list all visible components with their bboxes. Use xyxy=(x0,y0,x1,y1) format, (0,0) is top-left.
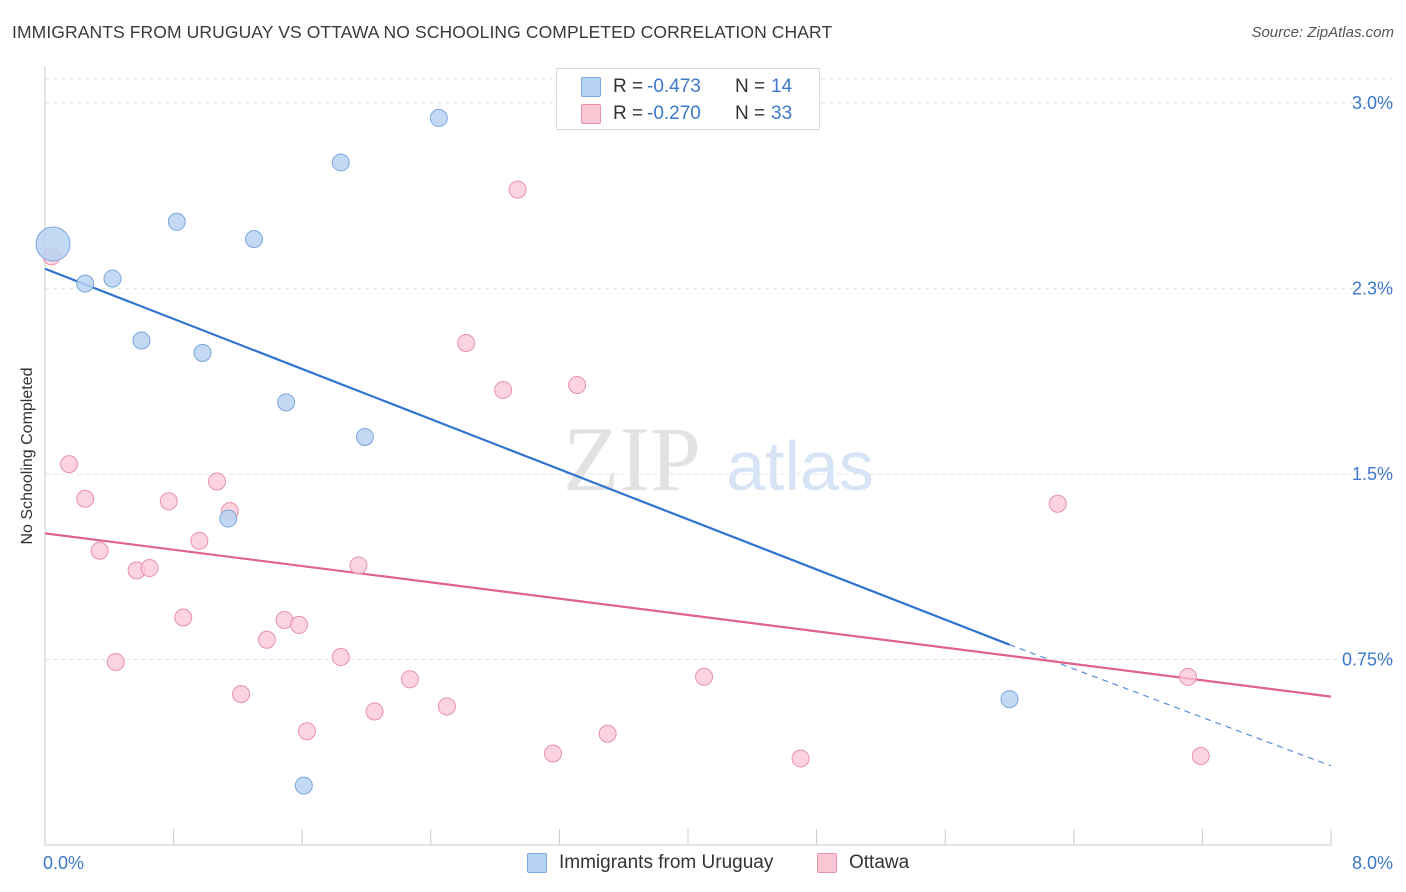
ottawa-point xyxy=(190,531,209,550)
y-axis-label: No Schooling Completed xyxy=(19,367,36,545)
uruguay-point xyxy=(331,153,350,172)
trend-lines xyxy=(44,267,1332,767)
legend-r-value: -0.270 xyxy=(647,103,701,124)
legend-n-label: N = xyxy=(735,76,766,97)
ottawa-point xyxy=(174,608,193,627)
legend-label-uruguay: Immigrants from Uruguay xyxy=(559,852,774,873)
ottawa-point xyxy=(568,376,587,395)
legend-n-value: 33 xyxy=(771,103,793,124)
legend-r-label: R = xyxy=(613,76,644,97)
axes xyxy=(44,66,1332,846)
uruguay-point xyxy=(429,108,448,127)
uruguay-point xyxy=(35,226,71,262)
x-tick-label: 8.0% xyxy=(1352,853,1393,873)
ottawa-point xyxy=(365,702,384,721)
ottawa-point xyxy=(437,697,456,716)
uruguay-point xyxy=(132,331,151,350)
legend-r-value: -0.473 xyxy=(647,76,701,97)
watermark-zip: ZIP xyxy=(563,408,701,510)
x-tick-label: 0.0% xyxy=(43,853,84,873)
chart-title: IMMIGRANTS FROM URUGUAY VS OTTAWA NO SCH… xyxy=(12,22,833,42)
uruguay-point xyxy=(76,274,95,293)
uruguay-point xyxy=(244,230,263,249)
ottawa-point xyxy=(289,615,308,634)
ottawa-point xyxy=(60,455,79,474)
trend-line-uruguay xyxy=(44,267,1010,646)
legend-swatch-ottawa xyxy=(581,104,601,124)
ottawa-point xyxy=(106,652,125,671)
ottawa-point xyxy=(1048,494,1067,513)
uruguay-point xyxy=(355,427,374,446)
ottawa-point xyxy=(457,333,476,352)
ottawa-point xyxy=(76,489,95,508)
legend-n-label: N = xyxy=(735,103,766,124)
uruguay-point xyxy=(1000,690,1019,709)
ottawa-point xyxy=(159,492,178,511)
trend-extension-uruguay xyxy=(1009,644,1332,767)
y-tick-label: 2.3% xyxy=(1352,279,1393,299)
legend-label-ottawa: Ottawa xyxy=(849,852,910,873)
y-tick-label: 1.5% xyxy=(1352,464,1393,484)
watermark: ZIP atlas xyxy=(563,408,874,510)
ottawa-point xyxy=(543,744,562,763)
tick-labels: 0.75% 1.5% 2.3% 3.0% 0.0% 8.0% xyxy=(43,93,1393,873)
legend-n-value: 14 xyxy=(771,76,793,97)
ottawa-point xyxy=(349,556,368,575)
ottawa-point xyxy=(298,722,317,741)
ottawa-point xyxy=(140,559,159,578)
grid-lines xyxy=(45,78,1393,661)
legend-swatch-uruguay xyxy=(581,77,601,97)
trend-line-ottawa xyxy=(44,532,1332,698)
uruguay-point xyxy=(219,509,238,528)
ottawa-point xyxy=(232,685,251,704)
uruguay-point xyxy=(167,212,186,231)
y-tick-label: 0.75% xyxy=(1342,650,1393,670)
ottawa-point xyxy=(494,380,513,399)
source-credit: Source: ZipAtlas.com xyxy=(1251,24,1394,41)
ottawa-point xyxy=(257,630,276,649)
correlation-legend: R = -0.473 N = 14 R = -0.270 N = 33 xyxy=(556,68,820,130)
ottawa-point xyxy=(90,541,109,560)
ottawa-point xyxy=(791,749,810,768)
ottawa-point xyxy=(400,670,419,689)
uruguay-point xyxy=(294,776,313,795)
ottawa-point xyxy=(598,724,617,743)
data-points xyxy=(35,108,1210,795)
uruguay-point xyxy=(193,343,212,362)
legend-r-label: R = xyxy=(613,103,644,124)
ottawa-point xyxy=(208,472,227,491)
ottawa-point xyxy=(695,667,714,686)
uruguay-point xyxy=(103,269,122,288)
ottawa-point xyxy=(508,180,527,199)
legend-swatch-ottawa xyxy=(817,853,837,873)
ottawa-point xyxy=(331,648,350,667)
legend-swatch-uruguay xyxy=(527,853,547,873)
y-tick-label: 3.0% xyxy=(1352,93,1393,113)
ottawa-point xyxy=(1178,667,1197,686)
uruguay-point xyxy=(277,393,296,412)
ottawa-point xyxy=(1191,746,1210,765)
watermark-atlas: atlas xyxy=(726,427,874,505)
